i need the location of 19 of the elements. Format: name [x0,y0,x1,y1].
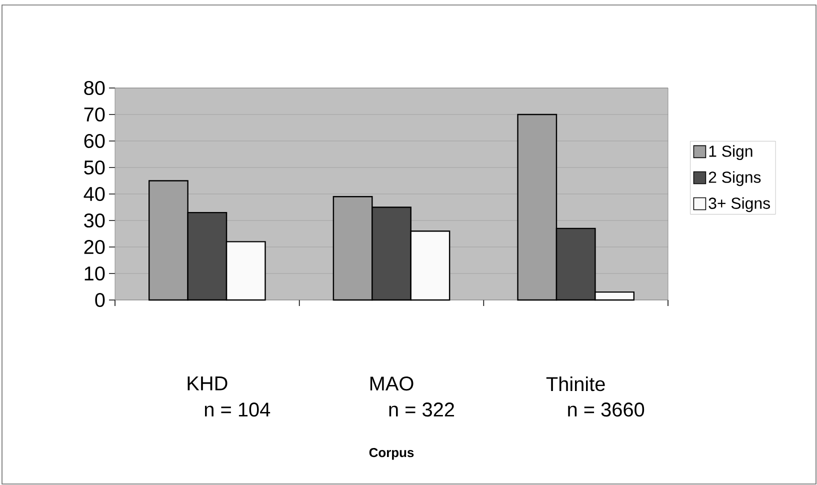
y-tick-label: 70 [84,107,105,122]
y-tick-label: 80 [84,80,105,96]
y-tick-label: 20 [84,240,105,254]
y-tick-label: 50 [84,160,105,175]
legend-label: 2 Signs [708,171,761,186]
text: n = 3660 [568,402,644,417]
text: n = 322 [389,402,454,417]
text: n = 104 [204,402,270,417]
y-tick-label: 40 [84,186,105,202]
y-tick-label: 30 [84,213,105,228]
x-axis-title: Corpus [369,448,414,460]
x-tick-label: MAO [370,376,414,391]
y-tick-label: 10 [84,266,105,281]
x-tick-label: KHD [188,376,228,390]
y-tick-label: 0 [95,292,105,308]
y-tick-label: 60 [84,134,105,148]
x-tick-label: Thinite [546,376,605,392]
legend-label: 3+ Signs [708,197,770,212]
legend-label: 1 Sign [709,145,752,160]
